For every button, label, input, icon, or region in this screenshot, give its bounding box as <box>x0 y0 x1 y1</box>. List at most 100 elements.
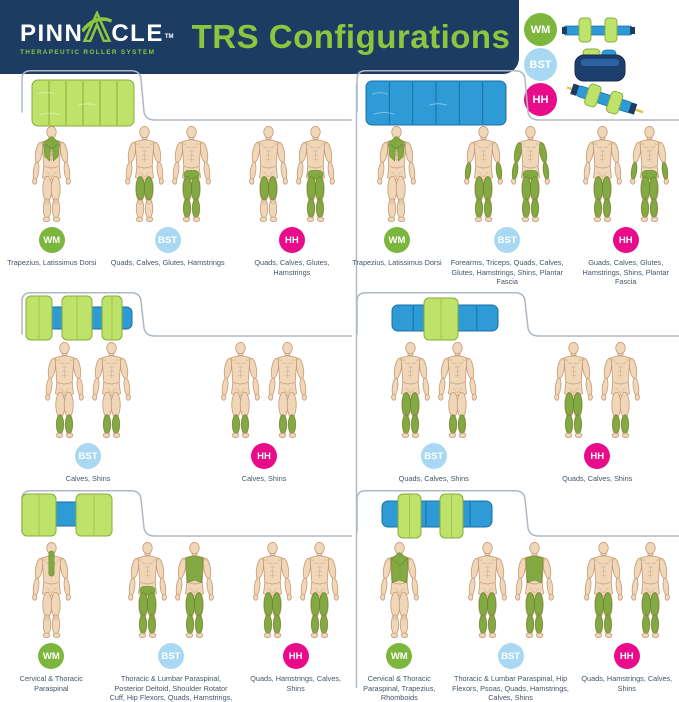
roller-image <box>391 297 499 341</box>
muscle-group-hh: HH Calves, Shins <box>218 342 310 484</box>
body-figure <box>514 542 554 638</box>
badge-wm: WM <box>38 227 65 253</box>
badge-bst: BST <box>157 643 184 669</box>
body-figure <box>268 342 307 438</box>
muscle-groups-row: WM Trapezius, Latissimus Dorsi BST Forearm… <box>352 126 679 287</box>
badge-hh: HH <box>613 643 640 669</box>
badge-wm: WM <box>524 13 557 46</box>
body-figure <box>171 126 211 222</box>
body-figure <box>249 126 288 222</box>
figure-pair <box>29 126 74 222</box>
muscle-group-hh: HH Guads, Calves, Glutes, Hamstrings, Shi… <box>573 126 679 287</box>
panel-middle-right: BST Quads, Calves, Shins HH Quads, Calves,… <box>352 292 679 490</box>
body-figure <box>45 342 84 438</box>
figure-pair <box>551 342 643 438</box>
body-figure <box>252 542 292 638</box>
roller-image <box>31 79 135 127</box>
figure-pair <box>246 126 338 222</box>
muscle-group-wm: WM Cervical & Thoracic Paraspinal, Trapez… <box>352 542 447 702</box>
muscle-label: Thoracic & Lumbar Paraspinal, Posterior … <box>109 674 233 702</box>
logo-trademark: TM <box>164 34 174 41</box>
body-figure <box>379 542 419 638</box>
badge-hh: HH <box>278 227 305 253</box>
body-figure <box>377 126 417 222</box>
badge-bst: BST <box>497 643 524 669</box>
muscle-label: Trapezius, Latissimus Dorsi <box>352 258 442 267</box>
body-figure <box>175 542 214 638</box>
logo-a-swoosh-icon <box>81 9 113 47</box>
figure-pair <box>250 542 342 638</box>
muscle-label: Guads, Calves, Glutes, Hamstrings, Shins… <box>582 258 669 287</box>
figure-pair <box>581 542 673 638</box>
muscle-label: Cervical & Thoracic Paraspinal, Trapeziu… <box>363 674 436 702</box>
badge-hh: HH <box>282 643 309 669</box>
badge-hh: HH <box>251 443 277 469</box>
body-figure <box>128 542 167 638</box>
figure-pair <box>388 342 480 438</box>
muscle-groups-row: WM Cervical & Thoracic Paraspinal BST Thor… <box>0 542 352 702</box>
roller-image <box>25 295 133 341</box>
body-figure <box>124 126 164 222</box>
muscle-group-hh: HH Quads, Calves, Shins <box>551 342 643 484</box>
body-figure <box>583 542 623 638</box>
roller-slot <box>20 492 170 547</box>
muscle-group-hh: HH Quads, Calves, Glutes, Hamstrings <box>239 126 345 277</box>
roller-image <box>365 80 507 126</box>
muscle-group-bst: BST Quads, Calves, Shins <box>388 342 480 484</box>
figure-pair <box>218 342 310 438</box>
muscle-label: Thoracic & Lumbar Paraspinal, Hip Flexor… <box>452 674 569 702</box>
figure-pair <box>125 542 217 638</box>
body-figure <box>582 126 622 222</box>
badge-bst: BST <box>75 443 101 469</box>
legend-item-wm: WM <box>524 13 649 46</box>
muscle-label: Trapezius, Latissimus Dorsi <box>7 258 97 267</box>
muscle-groups-row: WM Trapezius, Latissimus Dorsi BST Quads, … <box>0 126 352 277</box>
body-figure <box>511 126 551 222</box>
logo-tagline: THERAPEUTIC ROLLER SYSTEM <box>20 49 156 56</box>
panel-top-right: WM Trapezius, Latissimus Dorsi BST Forearm… <box>352 70 679 290</box>
badge-bst: BST <box>420 443 447 469</box>
panel-top-left: WM Trapezius, Latissimus Dorsi BST Quads, … <box>0 70 352 290</box>
muscle-groups-row: BST Calves, Shins HH Calves, Shins <box>0 342 352 484</box>
badge-wm: WM <box>383 227 410 253</box>
logo-text-left: PINN <box>20 20 84 47</box>
body-figure <box>630 542 670 638</box>
muscle-group-hh: HH Quads, Hamstrings, Calves, Shins <box>575 542 679 693</box>
body-figure <box>390 342 430 438</box>
body-figure <box>296 126 335 222</box>
muscle-group-wm: WM Trapezius, Latissimus Dorsi <box>7 126 96 268</box>
body-figure <box>554 342 594 438</box>
muscle-label: Quads, Calves, Shins <box>398 474 469 483</box>
header-bar: PINN CLE TM THERAPEUTIC ROLLER SYSTEM TR… <box>0 0 519 74</box>
wrap-roller-thumb-icon <box>562 17 635 43</box>
figure-pair <box>42 342 134 438</box>
muscle-group-bst: BST Quads, Calves, Glutes, Hamstrings <box>111 126 225 268</box>
muscle-group-bst: BST Forearms, Triceps, Quads, Calves, Glu… <box>442 126 572 287</box>
roller-slot <box>380 492 530 547</box>
roller-slot <box>30 78 180 133</box>
page-title: TRS Configurations <box>191 18 511 55</box>
body-figure <box>601 342 641 438</box>
panel-middle-left: BST Calves, Shins HH Calves, Shins <box>0 292 352 490</box>
muscle-group-wm: WM Trapezius, Latissimus Dorsi <box>352 126 442 268</box>
muscle-label: Quads, Calves, Glutes, Hamstrings <box>110 258 225 267</box>
figure-pair <box>29 542 74 638</box>
figure-pair <box>374 126 419 222</box>
body-figure <box>32 126 72 222</box>
panel-bottom-right: WM Cervical & Thoracic Paraspinal, Trapez… <box>352 490 679 702</box>
body-figure <box>437 342 477 438</box>
roller-slot <box>24 294 174 349</box>
muscle-group-bst: BST Thoracic & Lumbar Paraspinal, Hip Fle… <box>447 542 575 702</box>
badge-bst: BST <box>154 227 181 253</box>
muscle-groups-row: WM Cervical & Thoracic Paraspinal, Trapez… <box>352 542 679 702</box>
body-figure <box>92 342 131 438</box>
muscle-groups-row: BST Quads, Calves, Shins HH Quads, Calves,… <box>352 342 679 484</box>
muscle-label: Quads, Hamstrings, Calves, Shins <box>250 674 342 693</box>
roller-slot <box>364 78 514 133</box>
figure-pair <box>465 542 557 638</box>
muscle-label: Quads, Calves, Glutes, Hamstrings <box>254 258 330 277</box>
figure-pair <box>122 126 214 222</box>
badge-hh: HH <box>584 443 611 469</box>
muscle-group-bst: BST Calves, Shins <box>42 342 134 484</box>
